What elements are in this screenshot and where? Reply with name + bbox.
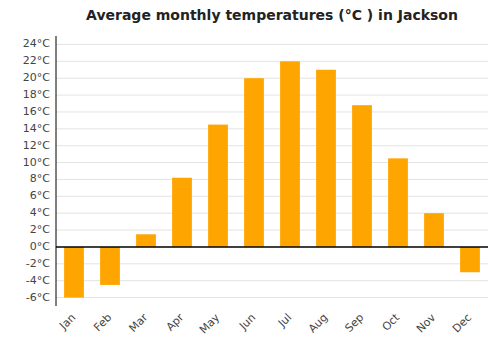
y-tick-label: 14°C <box>23 122 50 135</box>
grid-line <box>56 213 488 214</box>
grid-line <box>56 263 488 264</box>
grid-line <box>56 297 488 298</box>
bar <box>64 247 84 298</box>
x-tick-label: Aug <box>306 311 330 335</box>
y-tick-label: 18°C <box>23 88 50 101</box>
y-tick-label: -6°C <box>26 291 50 304</box>
x-tick-label: Jun <box>236 311 258 333</box>
grid <box>56 44 488 297</box>
y-tick-label: -2°C <box>26 257 50 270</box>
x-tick-label: Apr <box>164 311 187 334</box>
bar <box>460 247 480 272</box>
bar <box>316 70 336 247</box>
x-tick-label: Jan <box>56 311 78 333</box>
bar <box>136 234 156 247</box>
grid-line <box>56 44 488 45</box>
y-axis-line <box>56 36 57 306</box>
y-axis: -6°C -4°C -2°C 0°C 2°C 4°C 6°C 8°C 10°C 12°C 14°C 1… <box>23 36 56 306</box>
grid-line <box>56 111 488 112</box>
y-tick-label: -4°C <box>26 274 50 287</box>
x-tick-label: Oct <box>380 311 403 334</box>
grid-line <box>56 78 488 79</box>
y-tick-label: 22°C <box>23 54 50 67</box>
grid-line <box>56 95 488 96</box>
grid-line <box>56 280 488 281</box>
grid-line <box>56 145 488 146</box>
y-tick-label: 10°C <box>23 156 50 169</box>
bar <box>244 78 264 247</box>
bar <box>352 105 372 247</box>
bar <box>172 178 192 247</box>
grid-line <box>56 230 488 231</box>
chart: -6°C -4°C -2°C 0°C 2°C 4°C 6°C 8°C 10°C 12°C 14°C 1… <box>0 0 500 350</box>
chart-container: -6°C -4°C -2°C 0°C 2°C 4°C 6°C 8°C 10°C 12°C 14°C 1… <box>0 0 500 350</box>
x-tick-label: Nov <box>414 311 439 336</box>
x-axis: Jan Feb Mar Apr May Jun Jul Aug Sep Oct Nov Dec <box>56 311 474 337</box>
grid-line <box>56 61 488 62</box>
bars <box>64 61 480 297</box>
y-tick-label: 4°C <box>30 206 50 219</box>
bar <box>208 125 228 247</box>
x-tick-label: Dec <box>450 311 474 335</box>
x-tick-label: Mar <box>126 311 150 335</box>
grid-line <box>56 196 488 197</box>
x-tick-label: May <box>197 311 223 337</box>
y-tick-label: 24°C <box>23 37 50 50</box>
grid-line <box>56 128 488 129</box>
zero-line <box>56 246 488 248</box>
title: Average monthly temperatures (°C ) in Ja… <box>86 7 458 23</box>
x-tick-label: Feb <box>91 311 114 334</box>
grid-line <box>56 162 488 163</box>
grid-line <box>56 179 488 180</box>
y-tick-label: 6°C <box>30 189 50 202</box>
bar <box>388 158 408 247</box>
bar <box>280 61 300 247</box>
y-tick-label: 2°C <box>30 223 50 236</box>
y-tick-label: 12°C <box>23 139 50 152</box>
y-tick-label: 16°C <box>23 105 50 118</box>
y-tick-label: 20°C <box>23 71 50 84</box>
y-tick-label: 8°C <box>30 172 50 185</box>
bar <box>424 213 444 247</box>
x-tick-label: Jul <box>275 311 294 330</box>
bar <box>100 247 120 285</box>
x-tick-label: Sep <box>342 311 366 335</box>
y-tick-label: 0°C <box>30 240 50 253</box>
